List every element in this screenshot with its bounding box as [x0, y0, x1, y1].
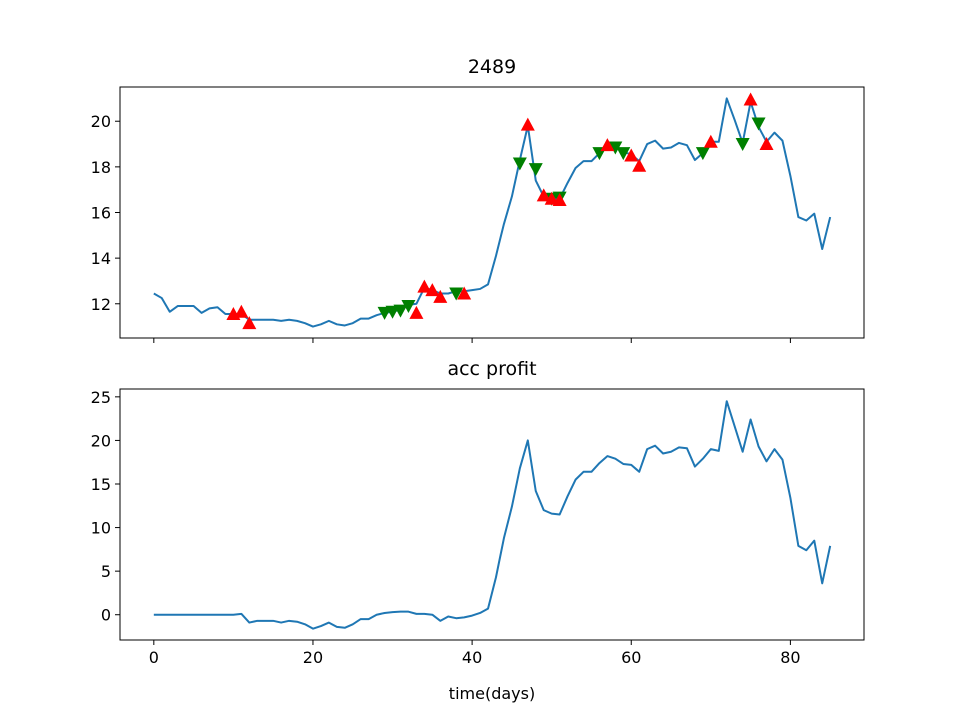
profit-axis-ticks: 0 20 40 60 80 0 5 10 15 20 25 — [91, 388, 801, 667]
sell-marker — [512, 157, 527, 171]
sell-marker — [449, 287, 464, 301]
price-chart-title: 2489 — [468, 56, 516, 78]
profit-x-tick-label: 20 — [303, 648, 323, 667]
buy-marker — [520, 117, 535, 131]
price-y-tick-label: 16 — [91, 204, 111, 223]
buy-marker — [242, 316, 257, 330]
price-series-line — [153, 97, 832, 328]
price-y-tick-label: 12 — [91, 295, 111, 314]
profit-y-tick-label: 10 — [91, 519, 111, 538]
price-axis-ticks: 12 14 16 18 20 — [91, 112, 791, 343]
buy-marker — [433, 289, 448, 303]
sell-marker — [401, 300, 416, 314]
buy-marker — [417, 279, 432, 293]
buy-marker — [703, 134, 718, 148]
buy-marker — [234, 304, 249, 318]
sell-marker — [608, 141, 623, 155]
price-subplot: 2489 12 14 16 18 20 — [91, 56, 865, 343]
price-y-tick-label: 14 — [91, 249, 111, 268]
profit-plot-area — [153, 400, 832, 630]
profit-y-tick-label: 5 — [101, 562, 111, 581]
profit-x-tick-label: 60 — [621, 648, 641, 667]
buy-marker — [624, 148, 639, 162]
profit-y-tick-label: 15 — [91, 475, 111, 494]
price-y-tick-label: 20 — [91, 112, 111, 131]
buy-marker — [536, 188, 551, 202]
buy-marker — [457, 286, 472, 300]
sell-marker — [751, 117, 766, 131]
profit-x-axis-label: time(days) — [449, 684, 535, 703]
sell-marker — [393, 304, 408, 318]
profit-y-tick-label: 25 — [91, 388, 111, 407]
sell-marker — [735, 138, 750, 152]
profit-series-line — [153, 400, 832, 630]
profit-y-tick-label: 20 — [91, 431, 111, 450]
profit-axes-frame — [119, 388, 865, 641]
buy-marker — [743, 92, 758, 106]
price-plot-area — [153, 92, 832, 330]
sell-marker — [528, 163, 543, 177]
profit-x-tick-label: 0 — [149, 648, 159, 667]
profit-x-tick-label: 40 — [462, 648, 482, 667]
sell-marker — [695, 147, 710, 161]
buy-marker — [632, 158, 647, 172]
buy-marker — [409, 305, 424, 319]
buy-marker — [759, 137, 774, 151]
profit-x-tick-label: 80 — [780, 648, 800, 667]
profit-y-tick-label: 0 — [101, 606, 111, 625]
price-y-tick-label: 18 — [91, 158, 111, 177]
buy-marker — [552, 192, 567, 206]
buy-marker — [600, 138, 615, 152]
buy-marker — [425, 283, 440, 297]
profit-chart-title: acc profit — [447, 358, 536, 380]
sell-marker — [616, 147, 631, 161]
profit-subplot: acc profit 0 20 40 60 80 0 5 10 15 20 25 time(days… — [91, 358, 865, 703]
